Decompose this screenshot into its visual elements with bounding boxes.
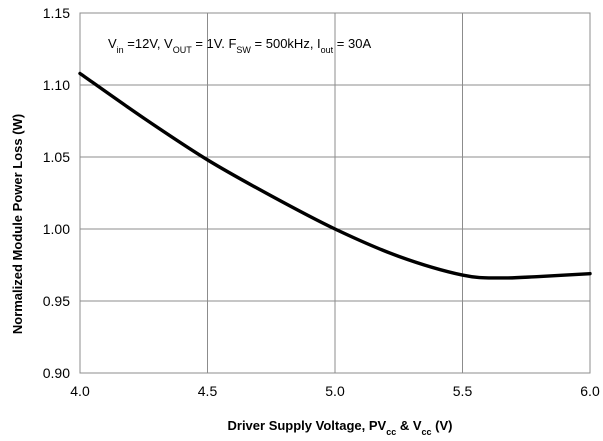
series-line — [78, 71, 592, 280]
series-layer — [78, 71, 592, 280]
y-tick-label: 1.15 — [43, 5, 70, 21]
y-tick-label: 1.05 — [43, 149, 70, 165]
plot-area — [79, 12, 591, 374]
tick-labels: 4.0 4.5 5.0 5.5 6.0 0.90 0.95 1.00 1.05 1.10 1.15 — [43, 5, 600, 399]
x-tick-label: 5.0 — [325, 383, 345, 399]
y-tick-label: 1.10 — [43, 77, 70, 93]
y-axis-title: Normalized Module Power Loss (W) — [10, 114, 25, 334]
y-tick-label: 1.00 — [43, 221, 70, 237]
gridlines — [79, 12, 591, 374]
conditions-annotation: Vin =12V, VOUT = 1V. FSW = 500kHz, Iout … — [108, 36, 371, 55]
x-tick-label: 4.5 — [198, 383, 218, 399]
x-tick-label: 4.0 — [70, 383, 90, 399]
x-tick-label: 5.5 — [453, 383, 473, 399]
y-tick-label: 0.90 — [43, 365, 70, 381]
y-tick-label: 0.95 — [43, 293, 70, 309]
x-axis-title: Driver Supply Voltage, PVcc & Vcc (V) — [228, 418, 453, 437]
x-tick-label: 6.0 — [580, 383, 600, 399]
